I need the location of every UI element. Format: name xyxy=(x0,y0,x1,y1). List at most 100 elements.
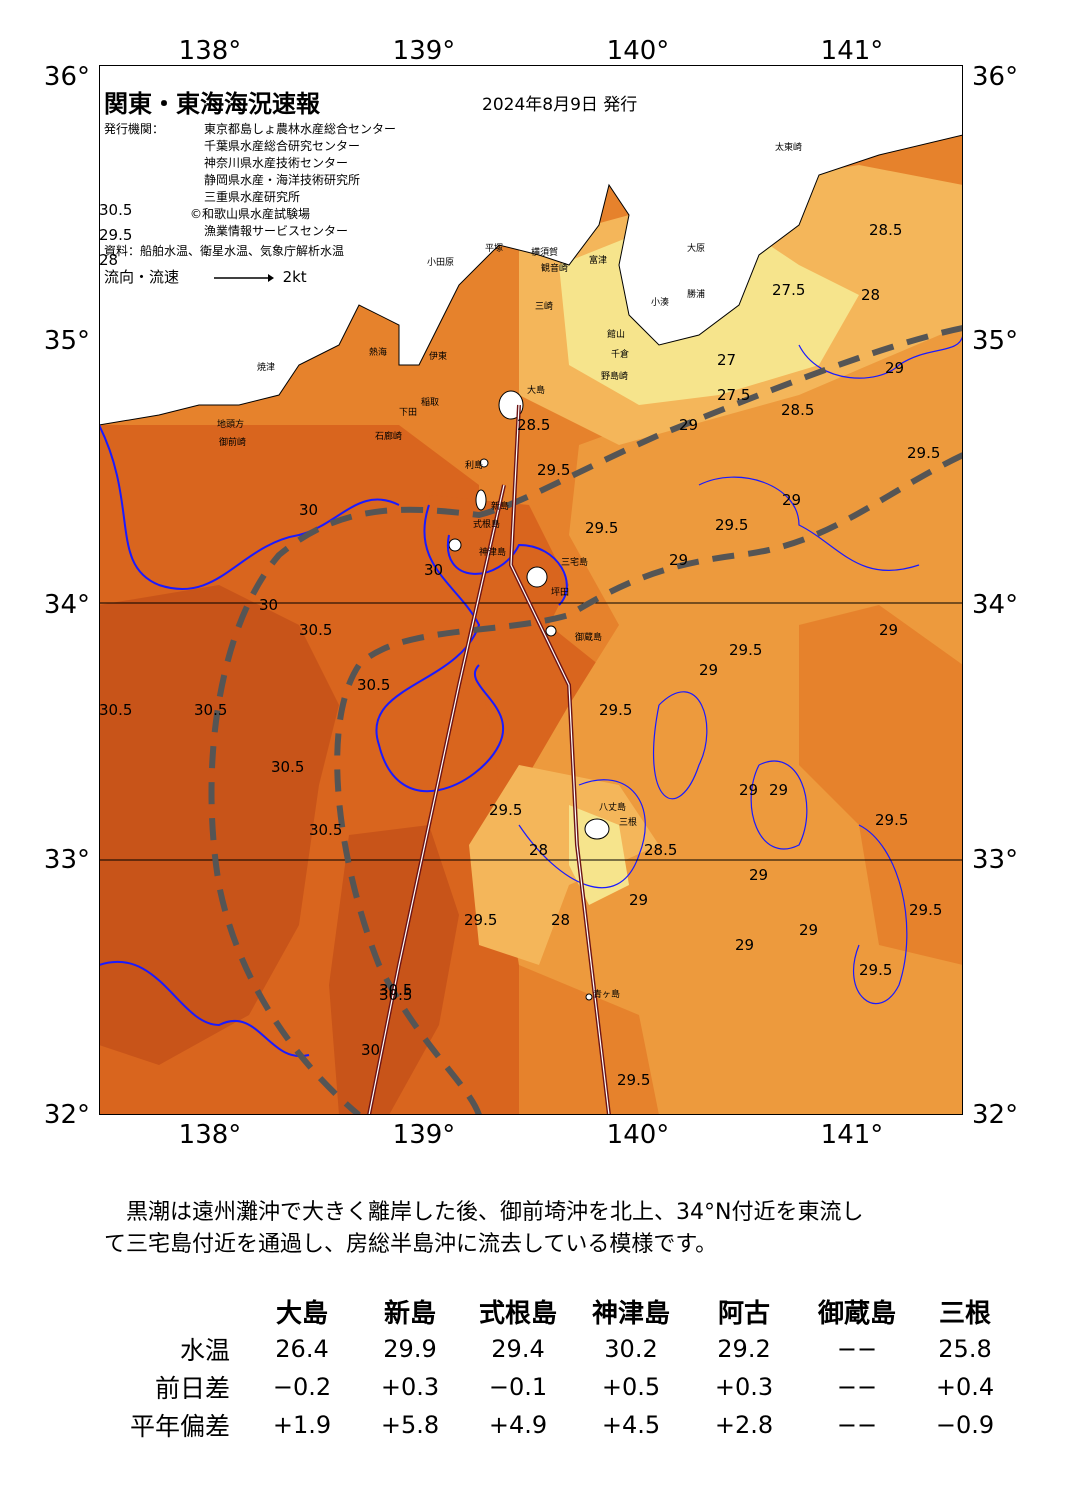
isotherm-value-labels: 27.5 28.5 28 27 27.5 29 28.5 29 28.5 29.… xyxy=(99,201,942,1089)
isotherm-label: 30 xyxy=(259,596,278,614)
publisher-1: 千葉県水産総合研究センター xyxy=(204,139,361,153)
place-niijima: 新島 xyxy=(491,500,509,512)
map-title: 関東・東海海況速報 xyxy=(104,90,320,118)
isotherm-label: 30.5 xyxy=(299,621,332,639)
table-cell: +0.3 xyxy=(714,1373,774,1401)
isotherm-label: 30.5 xyxy=(194,701,227,719)
col-niijima: 新島 xyxy=(383,1298,436,1329)
publisher-6: 漁業情報サービスセンター xyxy=(204,224,349,238)
data-source: 資料：船舶水温、衛星水温、気象庁解析水温 xyxy=(104,244,345,258)
kuroshio-axis xyxy=(367,404,611,1115)
place-atami: 熱海 xyxy=(369,346,387,358)
table-cell: +4.5 xyxy=(601,1411,661,1439)
summary-text: 黒潮は遠州灘沖で大きく離岸した後、御前埼沖を北上、34°N付近を東流し て三宅島… xyxy=(104,1197,1004,1261)
isotherm-label: 29.5 xyxy=(617,1071,650,1089)
isotherm-label: 29.5 xyxy=(875,811,908,829)
isotherm-label: 29.5 xyxy=(489,801,522,819)
isotherm-label: 30.5 xyxy=(379,986,412,1004)
place-taiko: 太東崎 xyxy=(775,141,802,153)
isotherm-label: 29.5 xyxy=(907,444,940,462)
isotherm-label: 30.5 xyxy=(379,981,412,999)
isotherm-label: 30.5 xyxy=(99,201,132,219)
isotherm-label: 27.5 xyxy=(717,386,750,404)
table-cell: 30.2 xyxy=(604,1335,658,1363)
lat-label-33-left: 33° xyxy=(43,845,90,875)
isotherm-label: 30 xyxy=(424,561,443,579)
isotherm-label: 29.5 xyxy=(99,226,132,244)
isotherm-label: 29.5 xyxy=(464,911,497,929)
lon-label-141-bottom: 141° xyxy=(820,1120,884,1150)
lat-label-35-right: 35° xyxy=(972,326,1019,356)
lon-label-141-top: 141° xyxy=(820,36,884,66)
table-cell: +0.4 xyxy=(935,1373,995,1401)
sea-29-zone-east xyxy=(499,305,963,1115)
isotherm-label: 29.5 xyxy=(585,519,618,537)
row-label-diff-prev-day: 前日差 xyxy=(154,1374,230,1403)
lon-label-138-bottom: 138° xyxy=(178,1120,242,1150)
island-toshima xyxy=(479,458,489,468)
isotherm-label: 29 xyxy=(739,781,758,799)
issue-date: 2024年8月9日 発行 xyxy=(482,95,638,115)
place-nojima: 野島崎 xyxy=(601,370,628,382)
place-name-labels: 太東崎 大原 勝浦 小湊 千倉 野島崎 館山 富津 横須賀 観音崎 三崎 小田原… xyxy=(217,141,802,1000)
table-row: 前日差 −0.2 +0.3 −0.1 +0.5 +0.3 −− +0.4 xyxy=(100,1368,1014,1406)
sea-28-zone-hachijo xyxy=(469,765,659,965)
place-kozushima: 神津島 xyxy=(479,546,506,558)
publisher-3: 静岡県水産・海洋技術研究所 xyxy=(204,173,361,187)
publisher-label: 発行機関： xyxy=(104,122,165,136)
place-chikura: 千倉 xyxy=(611,348,629,360)
station-temperature-table: 大島 新島 式根島 神津島 阿古 御蔵島 三根 水温 26.4 29.9 29.… xyxy=(100,1292,1014,1444)
place-chikyu: 地頭方 xyxy=(217,418,244,430)
isotherm-label: 28 xyxy=(551,911,570,929)
sea-30-5-zone-west xyxy=(99,585,339,1065)
sea-30-zone-central xyxy=(429,495,599,785)
lat-label-36-left: 36° xyxy=(43,62,90,92)
table-cell: 25.8 xyxy=(938,1335,992,1363)
place-yokosuka: 横須賀 xyxy=(531,246,558,258)
table-cell: −− xyxy=(836,1335,878,1363)
lon-label-139-bottom: 139° xyxy=(392,1120,456,1150)
place-kannonzaki: 観音崎 xyxy=(541,262,568,274)
place-aogashima: 青ヶ島 xyxy=(593,988,620,1000)
place-yaizu: 焼津 xyxy=(257,362,275,373)
place-misaki: 三崎 xyxy=(535,300,553,312)
table-header-row: 大島 新島 式根島 神津島 阿古 御蔵島 三根 xyxy=(100,1292,1014,1330)
place-oshima: 大島 xyxy=(527,384,545,396)
island-hachijojima xyxy=(584,818,610,840)
table-cell: −− xyxy=(836,1373,878,1401)
col-shikinejima: 式根島 xyxy=(478,1298,557,1329)
isotherm-label: 29.5 xyxy=(859,961,892,979)
place-omaezaki: 御前崎 xyxy=(219,436,246,448)
place-hiratsuka: 平塚 xyxy=(485,243,503,254)
isotherm-label: 30.5 xyxy=(271,758,304,776)
lat-label-33-right: 33° xyxy=(972,845,1019,875)
isotherm-label: 30 xyxy=(299,501,318,519)
table-cell: +4.9 xyxy=(488,1411,548,1439)
isotherm-label: 29.5 xyxy=(909,901,942,919)
isotherm-label: 30.5 xyxy=(357,676,390,694)
island-niijima xyxy=(475,489,487,511)
table-cell: 26.4 xyxy=(275,1335,329,1363)
lat-label-34-right: 34° xyxy=(972,590,1019,620)
col-oshima: 大島 xyxy=(275,1298,328,1329)
place-shimoda: 下田 xyxy=(399,407,417,418)
land-honshu xyxy=(99,65,963,426)
place-ito: 伊東 xyxy=(429,350,447,362)
place-tsubota: 坪田 xyxy=(551,587,569,598)
island-aogashima xyxy=(585,993,593,1001)
table-cell: 29.2 xyxy=(717,1335,771,1363)
lon-label-138-top: 138° xyxy=(178,36,242,66)
publisher-5: ©和歌山県水産試験場 xyxy=(190,207,311,221)
map-border xyxy=(99,65,963,1115)
isotherm-label: 28.5 xyxy=(781,401,814,419)
summary-line-2: て三宅島付近を通過し、房総半島沖に流去している模様です。 xyxy=(104,1232,718,1257)
table-row: 水温 26.4 29.9 29.4 30.2 29.2 −− 25.8 xyxy=(100,1330,1014,1368)
isotherm-label: 29 xyxy=(669,551,688,569)
isotherm-label: 29 xyxy=(699,661,718,679)
table-cell: −− xyxy=(836,1411,878,1439)
isotherm-label: 29 xyxy=(629,891,648,909)
table-cell: +1.9 xyxy=(272,1411,332,1439)
lat-label-32-left: 32° xyxy=(43,1100,90,1130)
isotherm-label: 28.5 xyxy=(517,416,550,434)
place-hachijojima: 八丈島 xyxy=(599,801,626,813)
